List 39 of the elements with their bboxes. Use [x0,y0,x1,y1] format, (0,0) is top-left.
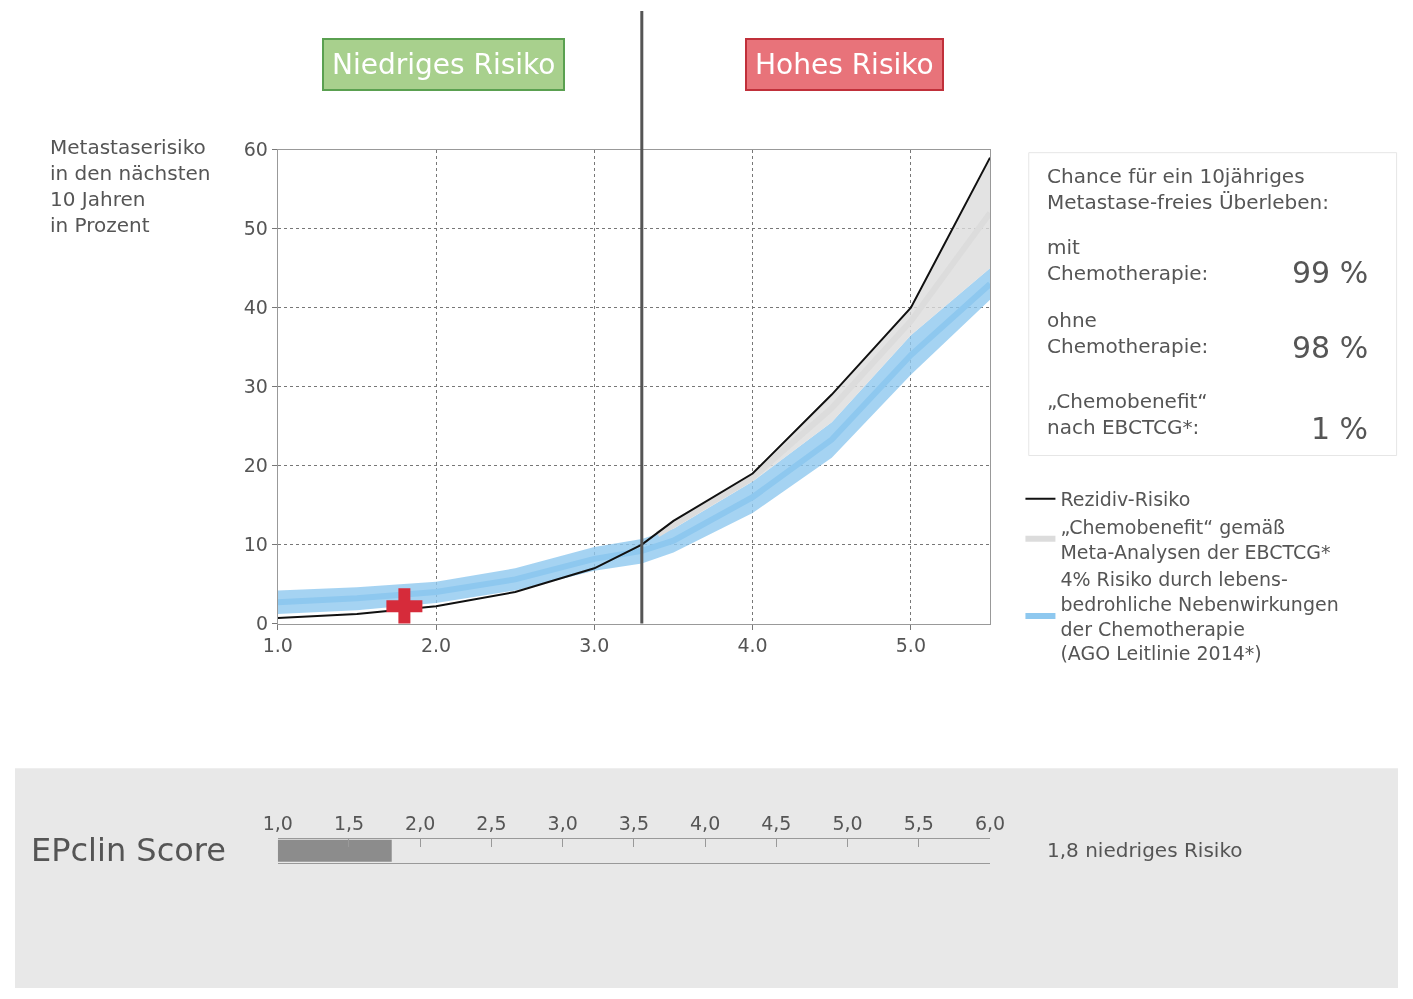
x-tick-label: 6,0 [974,811,1006,834]
y-tick-label: 40 [243,296,268,319]
x-tick-label: 4,0 [690,811,721,834]
text: Hohes Risiko [755,48,934,81]
y-tick-label: 0 [255,612,268,635]
y-tick-label: 20 [243,454,268,477]
text: mit Chemotherapie: [1047,235,1209,285]
y-tick-label: 60 [243,138,268,161]
x-tick-label: 5,5 [903,811,934,834]
y-tick-label: 30 [243,375,268,398]
text: Chance für ein 10jähriges Metastase-freies Überleben: [1047,164,1330,214]
text: Niedriges Risiko [332,48,556,81]
x-tick-label: 2,5 [476,811,507,834]
text: 1 % [1311,411,1369,446]
text: 1,8 niedriges Risiko [1047,838,1243,862]
legend-label: 4% Risiko durch lebens- bedrohliche Nebenwirkungen der Chemotherapie (AGO Leitlinie 2014*) [1060,568,1339,665]
x-tick-label: 5.0 [895,634,926,657]
y-axis-title: Metastaserisiko in den nächsten 10 Jahren in Prozent [50,135,211,237]
text: 99 % [1292,255,1369,290]
legend-label: „Chemobenefit“ gemäß Meta-Analysen der EBCTCG* [1060,515,1331,563]
chart-title: EPclin Score [31,831,226,869]
text: „Chemobenefit“ nach EBCTCG*: [1047,389,1208,439]
y-tick-label: 10 [243,533,268,556]
x-tick-label: 1,5 [333,811,365,834]
text: ohne Chemotherapie: [1047,308,1209,358]
x-tick-label: 1,0 [262,811,293,834]
x-tick-label: 5,0 [832,811,863,834]
x-tick-label: 1.0 [262,634,293,657]
y-tick-label: 50 [243,217,268,240]
x-tick-label: 3.0 [579,634,610,657]
text: 98 % [1292,330,1369,365]
legend-label: Rezidiv-Risiko [1060,488,1191,511]
x-tick-label: 3,5 [618,811,649,834]
x-tick-label: 2,0 [405,811,436,834]
x-tick-label: 2.0 [420,634,452,657]
line-series [277,156,991,620]
x-tick-label: 3,0 [547,811,578,834]
x-tick-label: 4,5 [761,811,792,834]
x-tick-label: 4.0 [737,634,768,657]
